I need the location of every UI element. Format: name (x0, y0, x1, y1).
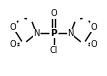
Text: O: O (10, 40, 16, 49)
Text: P: P (50, 29, 57, 38)
Text: O: O (10, 23, 16, 32)
Text: O: O (91, 23, 97, 32)
Text: N: N (33, 29, 40, 38)
Text: O: O (50, 9, 57, 18)
Text: N: N (67, 29, 74, 38)
Text: O: O (91, 40, 97, 49)
Text: Cl: Cl (49, 46, 58, 55)
